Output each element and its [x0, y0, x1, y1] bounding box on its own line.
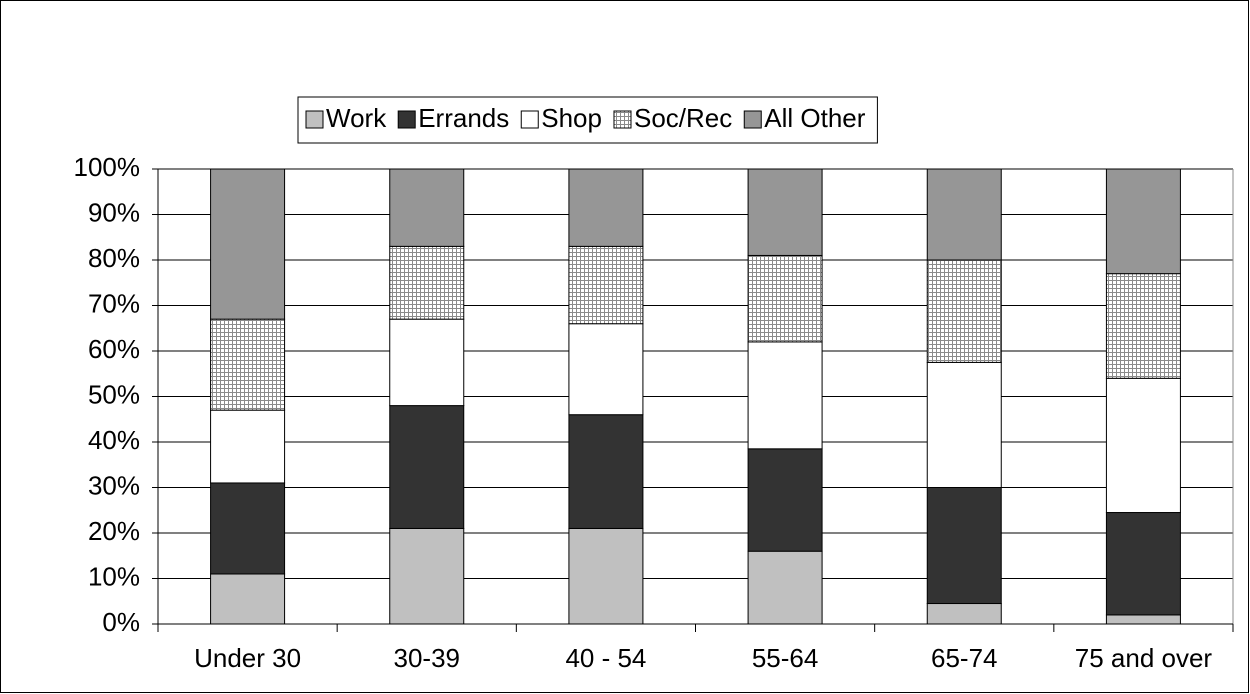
bar-segment — [568, 323, 644, 416]
y-tick-label: 80% — [88, 243, 140, 273]
x-tick-label: 75 and over — [1075, 643, 1213, 673]
y-tick-label: 20% — [88, 516, 140, 546]
legend-label: Errands — [418, 103, 509, 133]
bar-segment — [747, 550, 823, 625]
y-tick-label: 50% — [88, 379, 140, 409]
legend-box — [297, 96, 878, 144]
bar-segment — [1105, 614, 1181, 625]
bar-segment — [210, 482, 286, 575]
legend: Work Errands Shop Soc/Rec All Other — [297, 96, 878, 144]
x-tick-label: 40 - 54 — [565, 643, 646, 673]
x-tick-label: Under 30 — [194, 643, 301, 673]
legend-swatch — [613, 110, 632, 129]
bar-segment — [747, 254, 823, 343]
x-tick-label: 30-39 — [394, 643, 461, 673]
legend-swatch — [743, 110, 762, 129]
bar-segment — [568, 245, 644, 325]
bar-segment — [389, 168, 465, 247]
y-tick-label: 0% — [102, 607, 140, 637]
bar-segment — [1105, 273, 1181, 379]
bar-segment — [210, 409, 286, 484]
y-tick-label: 40% — [88, 425, 140, 455]
bar-segment — [926, 168, 1002, 261]
bar-segment — [568, 168, 644, 247]
bar-segment — [926, 361, 1002, 488]
x-tick-label: 65-74 — [931, 643, 998, 673]
y-tick-label: 70% — [88, 288, 140, 318]
bar-segment — [926, 259, 1002, 363]
bar-segment — [926, 487, 1002, 605]
x-tick-label: 55-64 — [752, 643, 819, 673]
legend-swatch — [520, 110, 539, 129]
bar-segment — [568, 527, 644, 625]
legend-swatch — [305, 110, 324, 129]
bar-segment — [747, 168, 823, 256]
legend-label: Shop — [541, 103, 602, 133]
y-tick-label: 100% — [74, 152, 141, 182]
legend-label: Work — [326, 103, 387, 133]
legend-label: Soc/Rec — [634, 103, 732, 133]
bar-segment — [747, 341, 823, 450]
bar-segment — [926, 603, 1002, 625]
bar-segment — [210, 573, 286, 625]
y-tick-label: 90% — [88, 197, 140, 227]
bar-segment — [389, 405, 465, 529]
bar-segment — [1105, 377, 1181, 514]
legend-swatch — [397, 110, 416, 129]
bar-segment — [1105, 512, 1181, 616]
y-tick-label: 30% — [88, 470, 140, 500]
bar-segment — [568, 414, 644, 529]
bar-segment — [747, 448, 823, 552]
y-tick-label: 60% — [88, 334, 140, 364]
bar-segment — [210, 318, 286, 411]
legend-label: All Other — [764, 103, 865, 133]
bar-segment — [1105, 168, 1181, 275]
y-tick-label: 10% — [88, 561, 140, 591]
bar-segment — [389, 318, 465, 407]
bar-segment — [210, 168, 286, 320]
bar-segment — [389, 527, 465, 625]
bar-segment — [389, 245, 465, 320]
